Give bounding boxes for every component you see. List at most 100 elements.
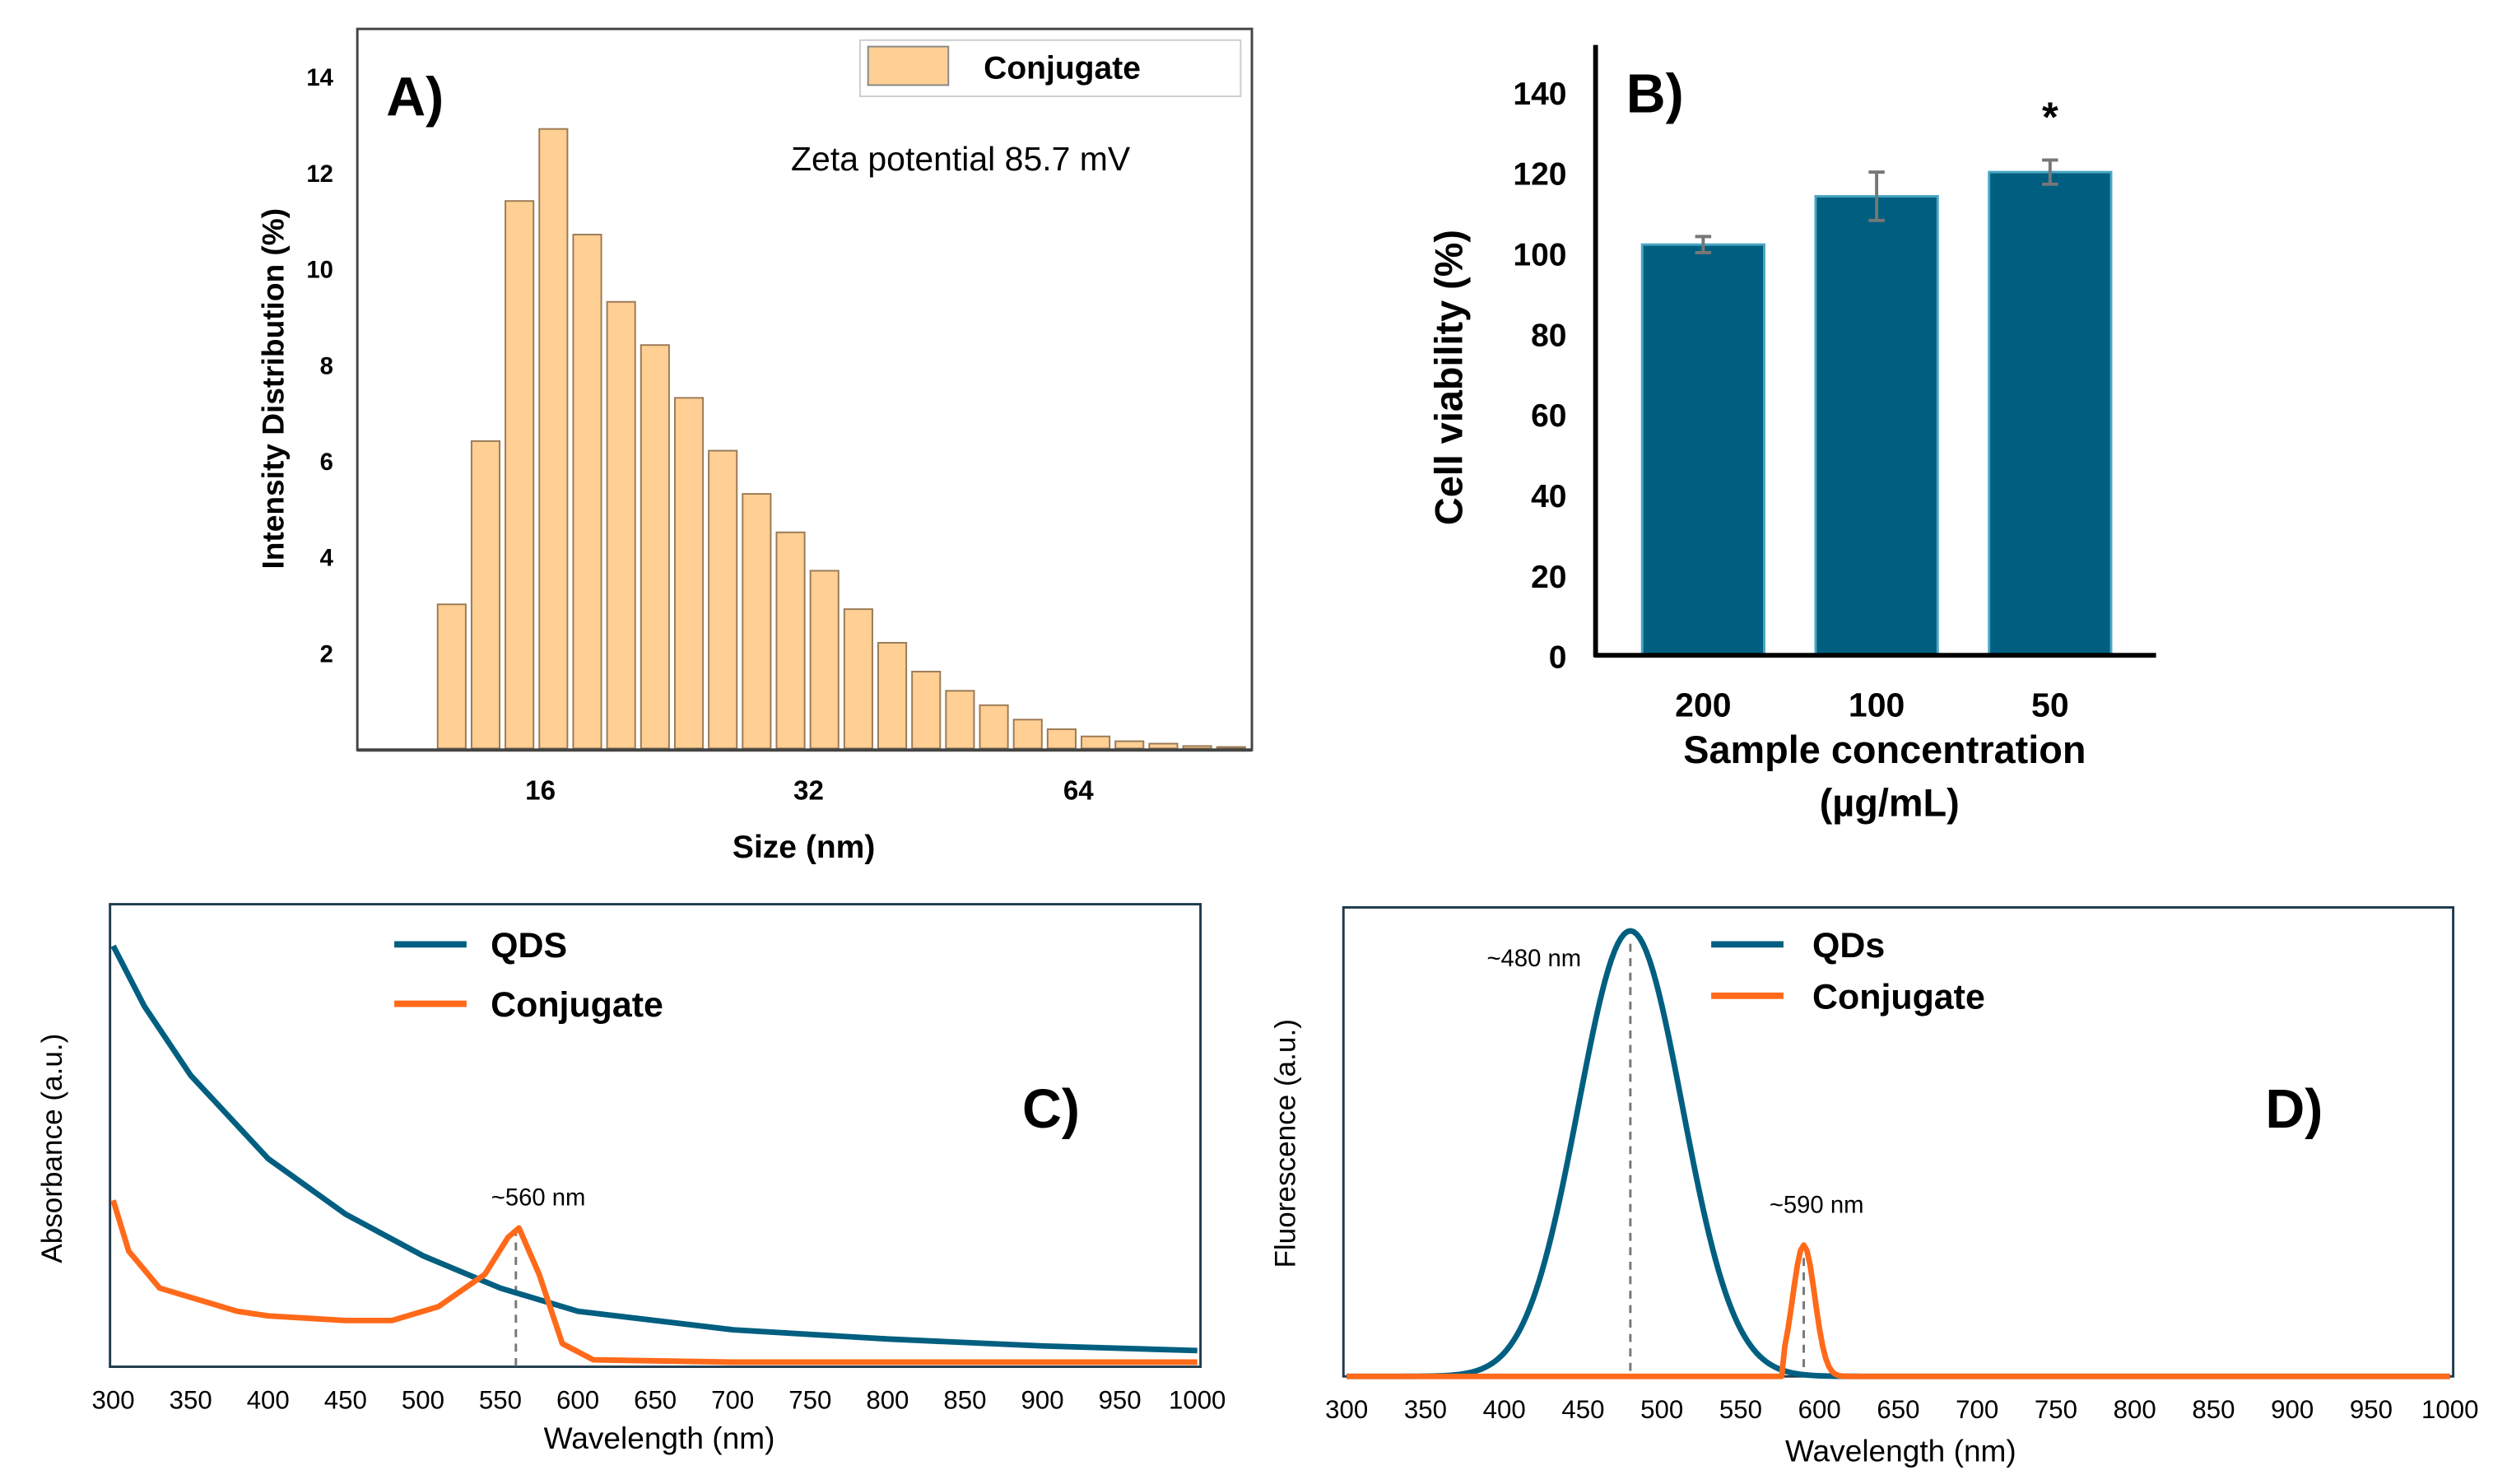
y-tick-label: 4 [320, 546, 334, 572]
x-tick-label: 850 [943, 1385, 986, 1414]
panel-c-label: C) [1022, 1079, 1080, 1140]
histogram-bar [877, 641, 908, 750]
x-tick-label: 550 [1719, 1395, 1762, 1424]
x-axis-label: Wavelength (nm) [544, 1421, 775, 1455]
x-tick-label: 350 [1404, 1395, 1447, 1424]
x-tick-label: 600 [1798, 1395, 1841, 1424]
histogram-bar [1148, 742, 1179, 750]
histogram-bar [572, 234, 602, 750]
x-tick-label: 400 [1483, 1395, 1526, 1424]
histogram-bar [708, 449, 738, 750]
x-tick-label: 50 [2031, 686, 2069, 723]
x-tick-label: 1000 [1169, 1385, 1226, 1414]
y-tick-label: 14 [306, 65, 333, 91]
histogram-bar [1046, 728, 1077, 750]
x-tick-label: 300 [1325, 1395, 1368, 1424]
x-tick-label: 850 [2192, 1395, 2235, 1424]
x-tick-label: 32 [793, 776, 824, 807]
x-tick-label: 64 [1063, 776, 1094, 807]
histogram-bar [1182, 745, 1212, 750]
x-tick-label: 650 [1877, 1395, 1919, 1424]
histogram-bar [1081, 735, 1111, 750]
histogram-bar [1012, 719, 1043, 750]
x-tick-label: 900 [1021, 1385, 1063, 1414]
significance-marker: * [2042, 93, 2058, 140]
series-line-conjugate [110, 1199, 1198, 1365]
legend-qds: QDs [1812, 926, 1885, 965]
histogram-bar [470, 440, 501, 750]
x-tick-label: 200 [1675, 686, 1731, 723]
viability-bar [1988, 170, 2113, 657]
y-tick-label: 140 [1513, 77, 1566, 112]
histogram-bar [673, 397, 705, 750]
x-tick-label: 400 [247, 1385, 290, 1414]
legend-swatch [867, 45, 950, 86]
x-axis-label: Wavelength (nm) [1785, 1434, 2016, 1468]
histogram-bar [436, 603, 467, 750]
x-tick-label: 450 [1561, 1395, 1604, 1424]
y-axis-label: Intensity Distribution (%) [255, 208, 290, 570]
y-tick-label: 120 [1513, 157, 1566, 193]
panel-d-label: D) [2265, 1079, 2323, 1140]
y-tick-label: 10 [306, 258, 333, 284]
histogram-bar [1114, 740, 1145, 750]
panel-b: * 0 20 40 60 80 100 120 140 200 100 50 B) Sample … [1428, 44, 2156, 824]
x-tick-label: 800 [2114, 1395, 2156, 1424]
y-tick-label: 8 [320, 353, 333, 379]
panel-b-label: B) [1626, 64, 1684, 125]
x-tick-label: 1000 [2421, 1395, 2478, 1424]
histogram-bar [1216, 746, 1246, 750]
x-tick-label: 500 [1640, 1395, 1683, 1424]
legend-conjugate: Conjugate [491, 985, 663, 1025]
histogram-bar [505, 200, 535, 750]
x-tick-label: 450 [324, 1385, 367, 1414]
histogram-bar [843, 608, 873, 750]
histogram-bar [945, 690, 975, 750]
series-line-qds [110, 944, 1198, 1354]
panel-a: 2 4 6 8 10 12 14 16 32 64 A) Conjugate Zeta pote… [255, 27, 1254, 865]
x-tick-label: 600 [556, 1385, 599, 1414]
y-axis-label: Fluorescence (a.u.) [1270, 1019, 1302, 1268]
x-tick-label: 950 [1099, 1385, 1142, 1414]
y-tick-label: 0 [1549, 640, 1567, 676]
x-tick-label: 900 [2271, 1395, 2314, 1424]
histogram-bar [809, 570, 840, 750]
series-line-conjugate [1347, 1242, 2450, 1379]
histogram-bar [538, 128, 569, 750]
x-axis-label: Size (nm) [733, 830, 875, 865]
y-tick-label: 40 [1531, 479, 1566, 514]
x-tick-label: 700 [1956, 1395, 1998, 1424]
peak-annotation: ~480 nm [1486, 946, 1581, 972]
x-tick-label: 950 [2350, 1395, 2393, 1424]
legend-label: Conjugate [984, 51, 1141, 86]
viability-bar [1640, 243, 1765, 657]
y-axis-label: Cell viability (%) [1428, 230, 1471, 525]
panel-c: 300 350 400 450 500 550 600 650 700 750 800 850 900 9… [36, 903, 1226, 1455]
x-axis-label: Sample concentration [1683, 728, 2086, 771]
x-tick-label: 700 [711, 1385, 754, 1414]
histogram-bar [979, 704, 1009, 750]
panel-d: 300 350 400 450 500 550 600 650 700 750 800 850 900 9… [1270, 906, 2478, 1468]
x-tick-label: 500 [402, 1385, 444, 1414]
y-tick-label: 12 [306, 161, 333, 188]
y-tick-label: 6 [320, 449, 333, 476]
x-tick-label: 350 [170, 1385, 212, 1414]
legend-qds: QDS [491, 926, 567, 965]
y-tick-label: 2 [320, 641, 333, 668]
panel-a-label: A) [386, 67, 444, 128]
x-tick-label: 100 [1849, 686, 1905, 723]
x-tick-label: 550 [479, 1385, 522, 1414]
x-tick-label: 800 [866, 1385, 909, 1414]
y-tick-label: 60 [1531, 398, 1566, 434]
y-axis-label: Absorbance (a.u.) [36, 1034, 68, 1263]
x-tick-label: 300 [92, 1385, 135, 1414]
histogram-bar [775, 531, 806, 750]
legend-conjugate: Conjugate [1812, 977, 1985, 1016]
histogram-bar [606, 300, 636, 750]
y-tick-label: 80 [1531, 318, 1566, 353]
peak-annotation: ~590 nm [1770, 1193, 1864, 1219]
histogram-bar [742, 493, 772, 750]
x-tick-label: 750 [788, 1385, 831, 1414]
zeta-annotation: Zeta potential 85.7 mV [791, 140, 1131, 178]
